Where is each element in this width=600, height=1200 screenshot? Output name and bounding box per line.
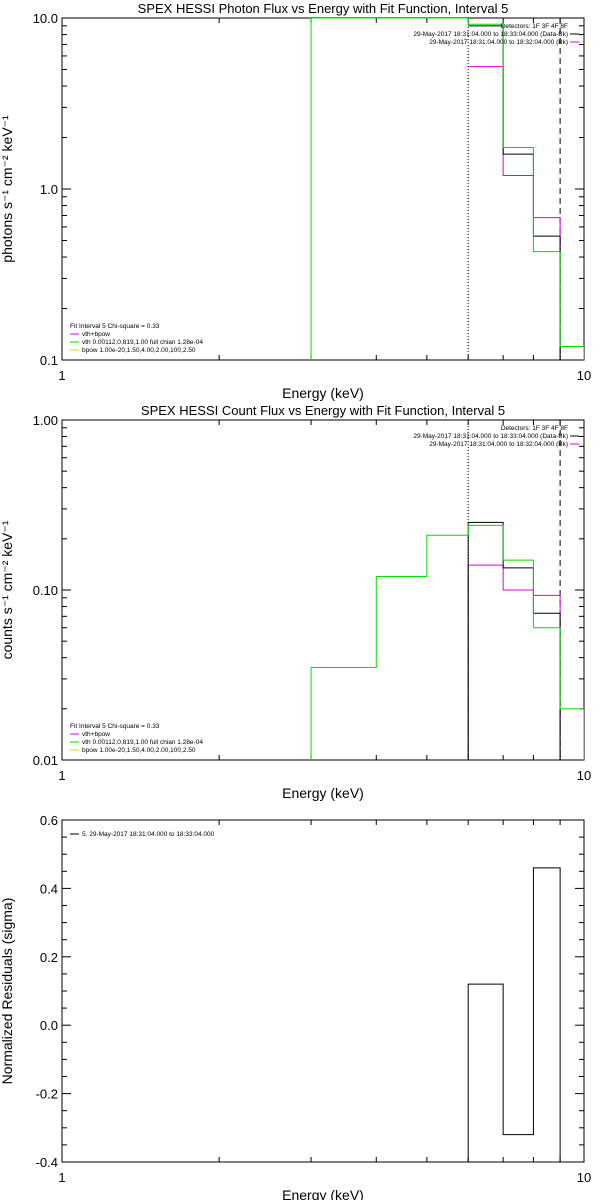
histogram-series [467, 521, 561, 760]
y-tick-label: 0.01 [33, 753, 58, 768]
histogram-series [310, 524, 584, 760]
histogram-series [468, 25, 561, 360]
y-tick-label: 0.6 [40, 813, 58, 828]
legend-left-entry: bpow 1.00e-20,1.50,4.00,2.00,100,2.50 [82, 747, 196, 754]
y-tick-label: 0.0 [40, 1018, 58, 1033]
legend-left-entry: vth+bpow [82, 731, 110, 738]
y-tick-label: 10.0 [33, 11, 58, 26]
legend-left-entry: Fit Interval 5 Chi-square = 0.33 [70, 723, 160, 730]
series-group [310, 18, 584, 360]
x-tick-label: 1 [58, 368, 65, 383]
y-tick-label: 1.00 [33, 413, 58, 428]
legend-left-entry: Fit Interval 5 Chi-square = 0.33 [70, 323, 160, 330]
y-tick-label: 0.10 [33, 583, 58, 598]
legend-right-entry: 29-May-2017 18:31:04.000 to 18:32:04.000… [429, 441, 568, 448]
plot-frame [61, 819, 585, 1163]
legend-right-entry: Detectors: 1F 3F 4F 8F [501, 425, 568, 432]
legend-right-entry: 29-May-2017 18:31:04.000 to 18:32:04.000… [429, 39, 568, 46]
x-tick-label: 10 [577, 1170, 591, 1185]
legend-left-entry: vth+bpow [82, 331, 110, 338]
histogram-series [467, 564, 561, 760]
legend-right-entry: 29-May-2017 18:31:04.000 to 18:33:04.000… [413, 31, 568, 38]
legend-left-entry: 5. 29-May-2017 18:31:04.000 to 18:33:04.… [82, 831, 215, 838]
legend-left-entry: vth 0.00112,0.819,1.00 full chian 1.28e-… [82, 339, 203, 346]
chart-title: SPEX HESSI Count Flux vs Energy with Fit… [141, 403, 505, 418]
y-tick-label: -0.4 [36, 1155, 58, 1170]
histogram-series [310, 18, 584, 360]
series-group [310, 521, 584, 760]
y-axis-label: photons s⁻¹ cm⁻² keV⁻¹ [0, 115, 15, 263]
y-axis-label: Normalized Residuals (sigma) [0, 898, 15, 1085]
x-axis-label: Energy (keV) [282, 385, 364, 401]
y-tick-label: 0.2 [40, 950, 58, 965]
x-tick-label: 10 [577, 768, 591, 783]
y-tick-label: 0.4 [40, 881, 58, 896]
legend-right-entry: 29-May-2017 18:31:04.000 to 18:33:04.000… [413, 433, 568, 440]
x-axis-label: Energy (keV) [282, 785, 364, 801]
plot-frame [61, 17, 585, 361]
y-tick-label: -0.2 [36, 1087, 58, 1102]
x-axis-label: Energy (keV) [282, 1187, 364, 1200]
legend-left-entry: vth 0.00112,0.819,1.00 full chian 1.28e-… [82, 739, 203, 746]
x-tick-label: 1 [58, 1170, 65, 1185]
series-group [467, 867, 561, 1162]
histogram-series [467, 867, 561, 1162]
x-tick-label: 10 [577, 368, 591, 383]
x-tick-label: 1 [58, 768, 65, 783]
y-axis-label: counts s⁻¹ cm⁻² keV⁻¹ [0, 520, 15, 659]
y-tick-label: 0.1 [40, 353, 58, 368]
legend-left-entry: bpow 1.00e-20,1.50,4.00,2.00,100,2.50 [82, 347, 196, 354]
histogram-series [468, 66, 561, 360]
y-tick-label: 1.0 [40, 182, 58, 197]
chart-title: SPEX HESSI Photon Flux vs Energy with Fi… [138, 1, 509, 16]
legend-right-entry: Detectors: 1F 3F 4F 8F [501, 23, 568, 30]
